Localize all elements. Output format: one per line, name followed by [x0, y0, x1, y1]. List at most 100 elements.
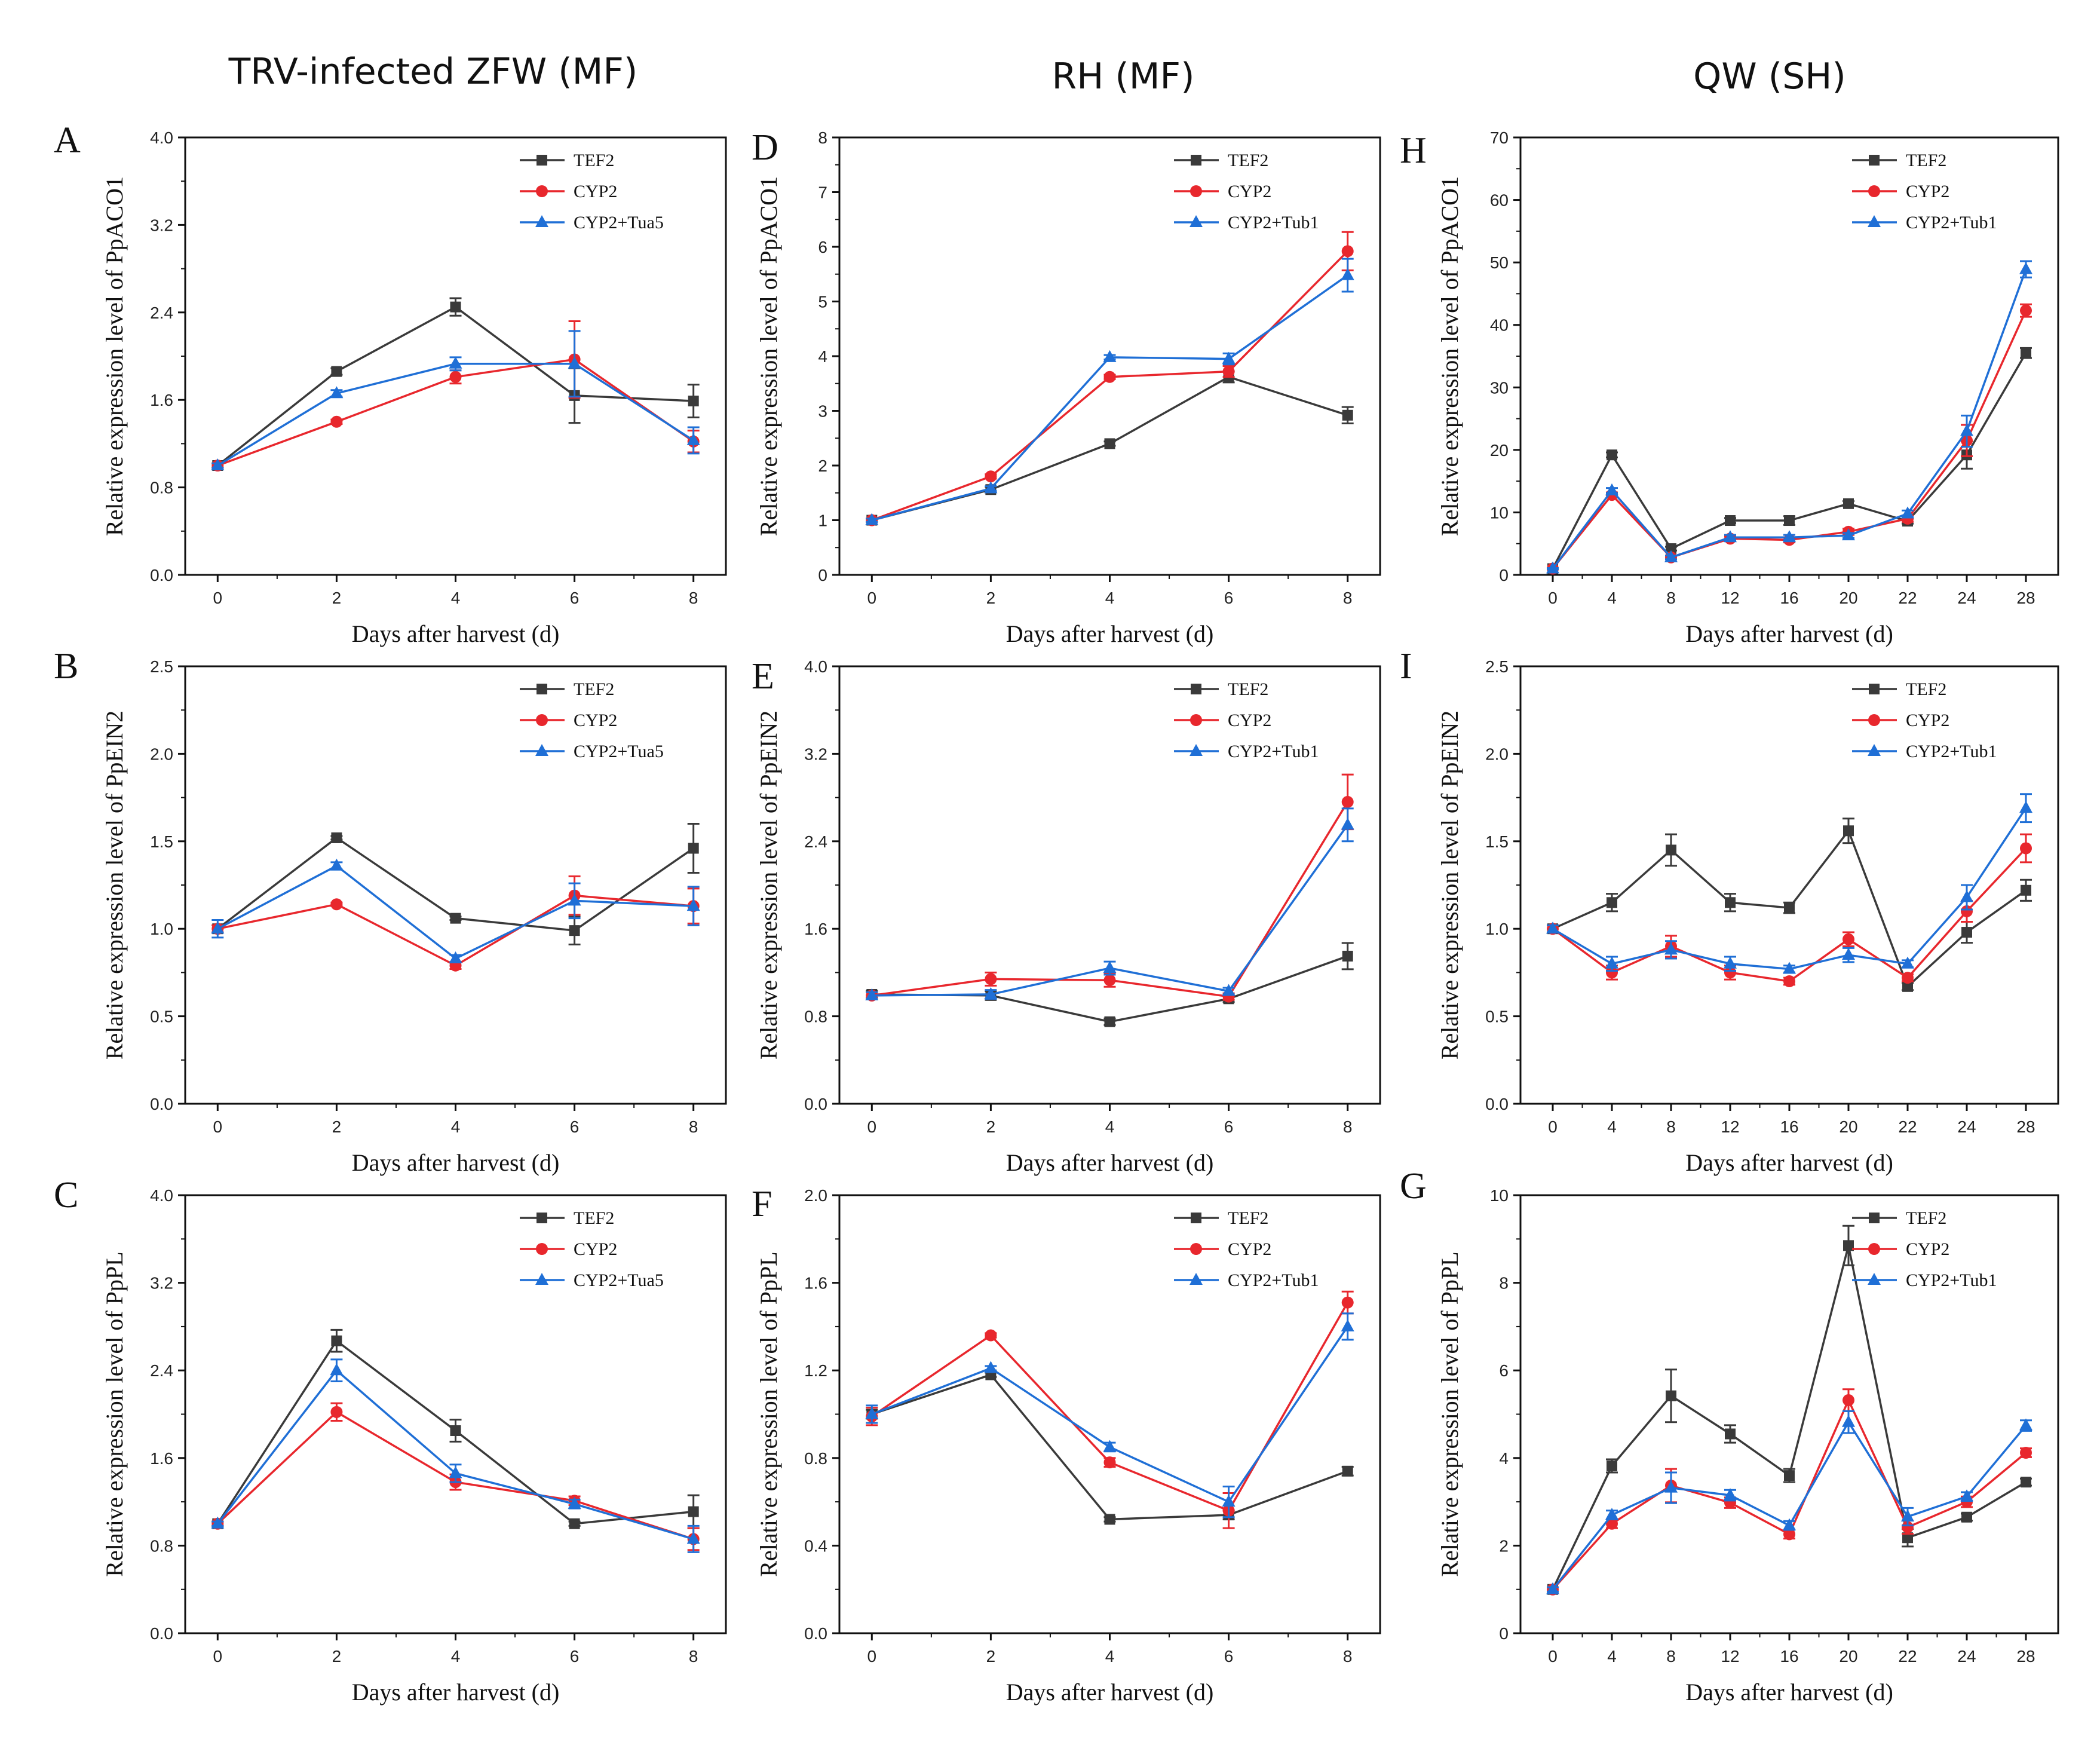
x-tick-label: 2	[332, 589, 342, 607]
y-tick-label: 2	[818, 457, 827, 475]
y-tick-label: 0	[1499, 566, 1509, 584]
x-axis-label: Days after harvest (d)	[1685, 1679, 1893, 1706]
y-tick-label: 1.6	[804, 920, 827, 938]
data-point	[1842, 948, 1855, 960]
data-point	[1902, 1532, 1913, 1544]
x-tick-label: 0	[867, 589, 877, 607]
panel-d: D 0 1 2 3 4 5 6 7 8 0 2 4 6 8 Days after harvest (d) Rel…	[752, 127, 1381, 647]
data-point	[1666, 543, 1676, 555]
data-point	[1724, 1488, 1737, 1501]
panel-e: E 0.0 0.8 1.6 2.4 3.2 4.0 0 2 4 6 8 Days after harve…	[752, 656, 1381, 1176]
x-tick-label: 24	[1957, 1118, 1976, 1136]
legend-marker	[1190, 714, 1202, 726]
data-point	[984, 481, 998, 494]
data-point	[1902, 972, 1914, 984]
series-cyp2-tua5	[211, 1358, 700, 1553]
y-axis-label: Relative expression level of PpACO1	[1436, 176, 1463, 536]
data-point	[1666, 1390, 1676, 1401]
data-point	[2021, 347, 2031, 359]
y-tick-label: 3.2	[150, 216, 173, 234]
x-tick-label: 0	[213, 589, 223, 607]
legend-label: TEF2	[574, 1208, 614, 1228]
data-point	[1546, 1582, 1559, 1594]
data-point	[330, 415, 343, 428]
data-point	[688, 396, 699, 407]
data-point	[449, 371, 462, 383]
legend-label: CYP2+Tub1	[1228, 213, 1319, 232]
y-tick-label: 2.0	[1485, 745, 1509, 763]
data-point	[1725, 515, 1736, 526]
data-point	[2020, 842, 2032, 855]
x-tick-label: 20	[1839, 589, 1857, 607]
data-point	[449, 356, 462, 369]
x-tick-label: 0	[1548, 589, 1558, 607]
data-point	[1725, 897, 1736, 908]
plot-frame	[1519, 665, 2059, 1105]
series-cyp2-tub1	[1546, 260, 2032, 574]
x-tick-label: 2	[986, 1118, 996, 1136]
y-tick-label: 0.8	[804, 1449, 827, 1468]
x-axis-label: Days after harvest (d)	[1685, 1149, 1893, 1176]
plot-frame	[838, 665, 1381, 1105]
data-point	[688, 843, 699, 854]
plot-frame	[184, 136, 727, 576]
y-tick-label: 0.5	[1485, 1008, 1509, 1026]
x-tick-label: 0	[1548, 1647, 1558, 1665]
x-axis-label: Days after harvest (d)	[1006, 620, 1214, 647]
data-point	[1725, 1428, 1736, 1440]
y-tick-label: 1	[818, 512, 827, 530]
x-tick-label: 8	[689, 1647, 698, 1665]
y-axis-label: Relative expression level of PpACO1	[101, 176, 128, 536]
x-tick-label: 22	[1898, 589, 1917, 607]
y-tick-label: 3.2	[804, 745, 827, 763]
data-point	[1664, 1480, 1678, 1493]
x-tick-label: 0	[867, 1118, 877, 1136]
x-tick-label: 6	[570, 1118, 580, 1136]
x-tick-label: 0	[213, 1118, 223, 1136]
y-tick-label: 1.0	[150, 920, 173, 938]
x-tick-label: 8	[1666, 1118, 1676, 1136]
y-tick-label: 50	[1490, 253, 1509, 272]
legend-label: TEF2	[1228, 679, 1268, 699]
x-tick-label: 8	[1343, 1118, 1353, 1136]
legend-marker	[1869, 155, 1880, 166]
legend: TEF2 CYP2 CYP2+Tua5	[520, 151, 664, 232]
data-point	[1341, 1296, 1354, 1309]
y-tick-label: 0.8	[150, 1536, 173, 1555]
x-tick-label: 8	[1343, 589, 1353, 607]
x-tick-label: 2	[332, 1647, 342, 1665]
x-tick-label: 4	[451, 1647, 461, 1665]
x-tick-label: 22	[1898, 1647, 1917, 1665]
legend-marker	[1868, 714, 1880, 726]
y-tick-label: 6	[1499, 1361, 1509, 1380]
y-tick-label: 1.6	[150, 1449, 173, 1468]
data-point	[450, 913, 461, 924]
data-point	[1664, 942, 1678, 955]
data-point	[331, 366, 342, 377]
series-line	[1552, 807, 2027, 970]
data-point	[1342, 409, 1353, 421]
data-point	[331, 1335, 342, 1346]
x-tick-label: 12	[1721, 589, 1739, 607]
panel-label: G	[1400, 1166, 1427, 1207]
x-tick-label: 24	[1957, 589, 1976, 607]
series-tef2	[211, 1328, 700, 1529]
legend-label: CYP2	[1906, 182, 1949, 201]
x-tick-label: 4	[1105, 1647, 1115, 1665]
legend-marker	[1191, 155, 1201, 166]
series-cyp2-tub1	[865, 1312, 1354, 1518]
data-point	[1960, 890, 1973, 902]
x-tick-label: 6	[1224, 589, 1234, 607]
y-tick-label: 0	[818, 566, 827, 584]
series-line	[1552, 1420, 2027, 1590]
data-point	[450, 301, 461, 313]
data-point	[985, 1329, 997, 1342]
y-tick-label: 2.4	[150, 304, 173, 322]
y-tick-label: 0.0	[804, 1624, 827, 1643]
x-tick-label: 24	[1957, 1647, 1976, 1665]
x-tick-label: 4	[451, 589, 461, 607]
series-cyp2	[866, 231, 1354, 526]
x-tick-label: 2	[332, 1118, 342, 1136]
data-point	[1902, 1521, 1914, 1533]
